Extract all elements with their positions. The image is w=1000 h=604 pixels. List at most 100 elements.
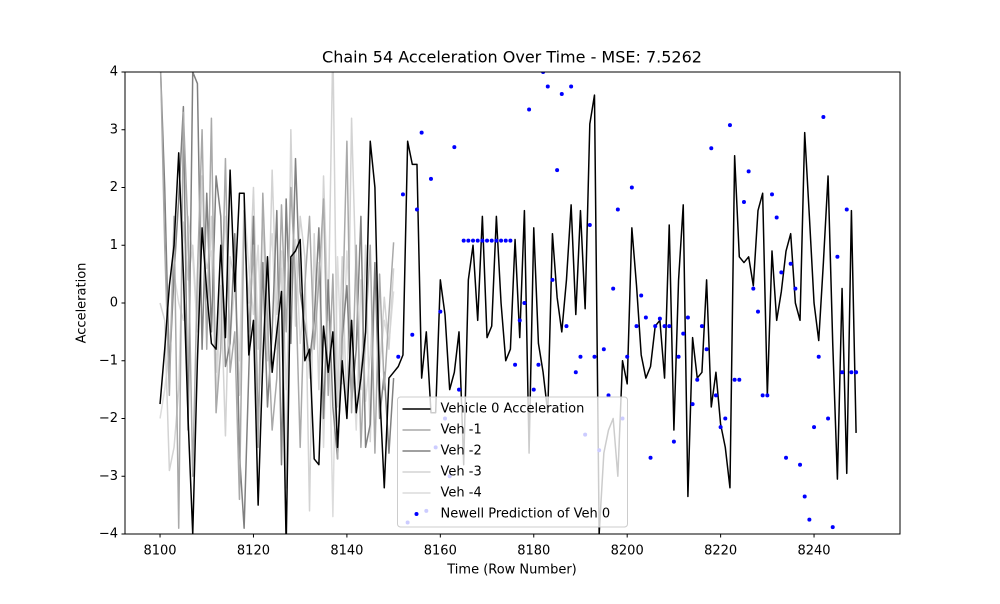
- prediction-point: [475, 238, 480, 243]
- prediction-point: [517, 318, 522, 323]
- prediction-point: [765, 393, 770, 398]
- prediction-point: [555, 168, 560, 173]
- prediction-point: [751, 286, 756, 291]
- legend-label: Veh -2: [441, 444, 482, 459]
- prediction-point: [770, 192, 775, 197]
- series-line: [159, 72, 395, 529]
- series-line: [159, 72, 395, 529]
- prediction-point: [671, 439, 676, 444]
- prediction-point: [723, 416, 728, 421]
- x-tick-label: 8180: [517, 544, 550, 559]
- prediction-point: [849, 370, 854, 375]
- y-tick-label: −3: [99, 469, 118, 484]
- prediction-point: [419, 130, 424, 135]
- prediction-point: [489, 238, 494, 243]
- x-tick-label: 8220: [704, 544, 737, 559]
- legend: Vehicle 0 Acceleration Veh -1 Veh -2 Veh -3…: [397, 396, 628, 528]
- prediction-point: [466, 238, 471, 243]
- prediction-point: [737, 377, 742, 382]
- prediction-point: [438, 309, 443, 314]
- prediction-point: [760, 393, 765, 398]
- prediction-point: [428, 176, 433, 181]
- prediction-point: [494, 238, 499, 243]
- prediction-point: [545, 84, 550, 89]
- prediction-point: [592, 354, 597, 359]
- y-tick-label: 1: [110, 238, 118, 253]
- prediction-point: [732, 377, 737, 382]
- prediction-point: [784, 455, 789, 460]
- prediction-point: [629, 185, 634, 190]
- prediction-point: [681, 331, 686, 336]
- x-tick-label: 8140: [330, 544, 363, 559]
- y-tick-label: 2: [110, 180, 118, 195]
- x-tick-label: 8200: [611, 544, 644, 559]
- prediction-point: [840, 370, 845, 375]
- prediction-point: [606, 393, 611, 398]
- prediction-point: [485, 238, 490, 243]
- prediction-point: [709, 146, 714, 151]
- prediction-point: [471, 238, 476, 243]
- prediction-point: [802, 494, 807, 499]
- prediction-point: [457, 387, 462, 392]
- prediction-point: [396, 354, 401, 359]
- legend-label: Veh -3: [441, 465, 482, 480]
- legend-label: Veh -1: [441, 423, 482, 438]
- x-tick-label: 8120: [237, 544, 270, 559]
- x-tick-label: 8160: [424, 544, 457, 559]
- prediction-point: [690, 402, 695, 407]
- series-line: [159, 94, 857, 534]
- prediction-point: [615, 207, 620, 212]
- prediction-point: [611, 286, 616, 291]
- prediction-point: [755, 309, 760, 314]
- prediction-point: [536, 362, 541, 367]
- prediction-point: [503, 238, 508, 243]
- prediction-point: [830, 525, 835, 530]
- legend-marker: [414, 512, 419, 516]
- prediction-point: [625, 354, 630, 359]
- prediction-point: [807, 517, 812, 522]
- y-tick-label: 3: [110, 122, 118, 137]
- prediction-point: [816, 354, 821, 359]
- prediction-point: [826, 416, 831, 421]
- legend-label: Veh -4: [441, 486, 482, 501]
- prediction-point: [400, 192, 405, 197]
- prediction-point: [559, 91, 564, 96]
- y-tick-label: 4: [110, 65, 118, 80]
- prediction-point: [587, 223, 592, 228]
- prediction-point: [779, 270, 784, 275]
- prediction-point: [793, 286, 798, 291]
- prediction-point: [643, 315, 648, 320]
- prediction-point: [480, 238, 485, 243]
- y-tick-label: −2: [99, 411, 118, 426]
- prediction-point: [578, 354, 583, 359]
- prediction-point: [812, 425, 817, 430]
- prediction-point: [854, 370, 859, 375]
- prediction-point: [676, 354, 681, 359]
- prediction-point: [508, 238, 513, 243]
- prediction-point: [634, 324, 639, 329]
- prediction-point: [648, 455, 653, 460]
- prediction-point: [499, 238, 504, 243]
- prediction-point: [550, 277, 555, 282]
- prediction-point: [531, 387, 536, 392]
- prediction-point: [461, 238, 466, 243]
- y-tick-label: −1: [99, 353, 118, 368]
- legend-box: [397, 396, 628, 528]
- y-axis-label: Acceleration: [75, 263, 90, 344]
- x-axis-label: Time (Row Number): [446, 563, 576, 578]
- x-tick-label: 8240: [797, 544, 830, 559]
- prediction-point: [821, 115, 826, 120]
- prediction-point: [410, 332, 415, 337]
- prediction-point: [657, 316, 662, 321]
- prediction-point: [522, 301, 527, 305]
- prediction-point: [662, 324, 667, 329]
- prediction-point: [667, 324, 672, 329]
- prediction-point: [774, 215, 779, 220]
- prediction-point: [727, 123, 732, 128]
- chart-title: Chain 54 Acceleration Over Time - MSE: 7…: [322, 48, 702, 67]
- series-line: [159, 72, 395, 512]
- prediction-point: [699, 324, 704, 329]
- prediction-point: [414, 207, 419, 212]
- prediction-point: [741, 199, 746, 204]
- y-tick-label: 0: [110, 296, 118, 311]
